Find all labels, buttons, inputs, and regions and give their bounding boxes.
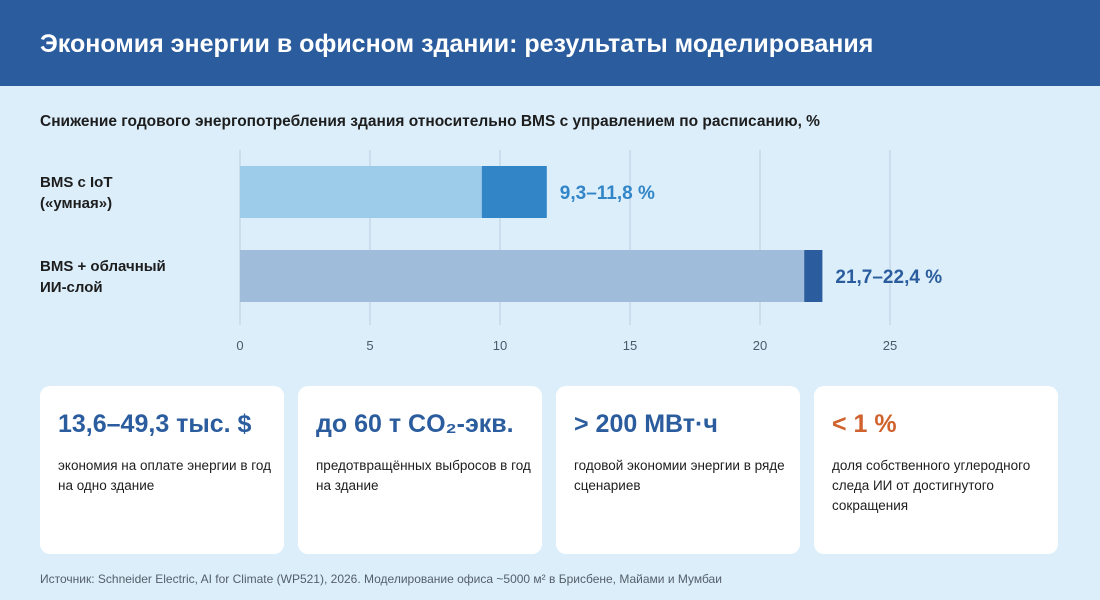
bar-chart: 0 5 10 15 20 25 9,3–11,8 % 21,7–22,4 % — [236, 150, 942, 353]
card-value: < 1 % — [832, 410, 897, 438]
card-value: 13,6–49,3 тыс. $ — [58, 410, 252, 438]
category-label-ai: BMS + облачный ИИ-слой — [40, 256, 220, 298]
card-value: > 200 МВт·ч — [574, 410, 718, 438]
page-title: Экономия энергии в офисном здании: резул… — [40, 30, 874, 58]
category-label-line: BMS с IoT — [40, 174, 113, 191]
stat-card-ai-footprint: < 1 % доля собственного углеродного след… — [814, 386, 1058, 554]
bar-value-label: 9,3–11,8 % — [560, 183, 655, 204]
bar-range — [804, 250, 823, 302]
x-tick-label: 10 — [493, 338, 507, 353]
x-tick-label: 25 — [883, 338, 897, 353]
header: Экономия энергии в офисном здании: резул… — [0, 0, 1100, 86]
category-label-line: BMS + облачный — [40, 258, 166, 275]
source-note: Источник: Schneider Electric, AI for Cli… — [40, 572, 722, 586]
category-label-iot: BMS с IoT («умная») — [40, 172, 220, 214]
category-label-line: («умная») — [40, 195, 113, 212]
card-description: экономия на оплате энергии в год на одно… — [58, 458, 271, 493]
bar-range — [481, 166, 547, 218]
x-tick-label: 5 — [366, 338, 373, 353]
x-tick-label: 15 — [623, 338, 637, 353]
card-value: до 60 т CO₂-экв. — [316, 410, 514, 438]
chart-title: Снижение годового энергопотребления здан… — [40, 113, 820, 130]
stat-card-emissions: до 60 т CO₂-экв. предотвращённых выбросо… — [298, 386, 542, 554]
x-tick-label: 0 — [236, 338, 243, 353]
bar-lower-bound — [240, 166, 482, 218]
category-label-line: ИИ-слой — [40, 279, 103, 296]
card-description: предотвращённых выбросов в год на здание — [316, 458, 531, 493]
card-description: доля собственного углеродного следа ИИ о… — [832, 458, 1031, 513]
card-description: годовой экономии энергии в ряде сценарие… — [574, 458, 785, 493]
x-tick-label: 20 — [753, 338, 767, 353]
bar-value-label: 21,7–22,4 % — [835, 267, 942, 288]
stat-card-energy: > 200 МВт·ч годовой экономии энергии в р… — [556, 386, 800, 554]
stat-card-savings-money: 13,6–49,3 тыс. $ экономия на оплате энер… — [40, 386, 284, 554]
bar-lower-bound — [240, 250, 805, 302]
